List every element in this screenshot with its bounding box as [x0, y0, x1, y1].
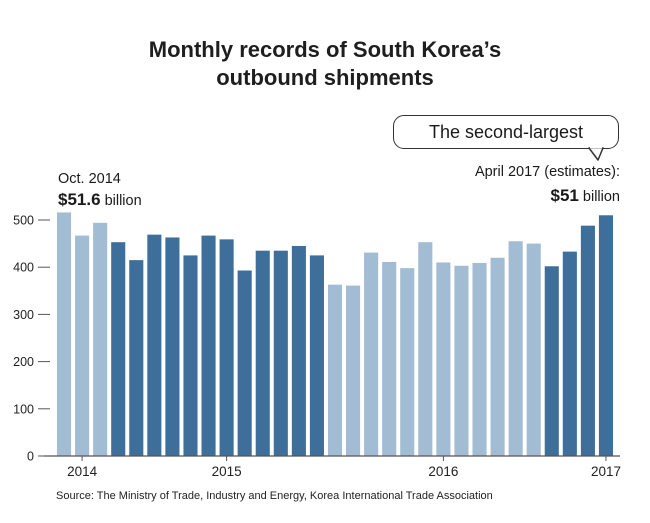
- bar: [490, 257, 505, 456]
- bar: [147, 234, 162, 456]
- bar: [56, 212, 72, 456]
- y-tick-label: 500: [13, 214, 34, 228]
- bar: [472, 262, 487, 456]
- bar: [237, 270, 252, 456]
- y-tick-label: 100: [13, 402, 34, 416]
- bar: [346, 285, 361, 456]
- bar: [562, 251, 577, 456]
- y-axis: 0 100 200 300 400 500: [13, 214, 50, 464]
- annotation-oct-2014-label: Oct. 2014: [58, 171, 121, 187]
- bar: [508, 241, 523, 456]
- x-axis: 2014 2015 2016 2017: [44, 455, 621, 479]
- y-tick-label: 400: [13, 261, 34, 275]
- bar: [111, 242, 126, 456]
- chart-title: Monthly records of South Korea’s outboun…: [0, 36, 650, 92]
- bar: [382, 262, 397, 456]
- bar: [327, 284, 343, 456]
- callout-text: The second-largest: [428, 122, 584, 142]
- source-note: Source: The Ministry of Trade, Industry …: [56, 490, 493, 502]
- bar: [165, 237, 180, 456]
- callout-second-largest: The second-largest: [393, 115, 619, 149]
- bar: [219, 239, 234, 456]
- bar: [273, 250, 288, 456]
- annotation-april-2017-label: April 2017 (estimates):: [474, 164, 620, 180]
- x-tick-label: 2016: [428, 464, 458, 479]
- x-tick-label: 2017: [591, 464, 621, 479]
- annotation-april-2017: April 2017 (estimates): $51 billion: [475, 163, 620, 206]
- annotation-oct-2014-unit: billion: [104, 193, 142, 209]
- bar: [255, 250, 270, 456]
- bar: [291, 245, 306, 456]
- annotation-oct-2014: Oct. 2014 $51.6 billion: [58, 170, 142, 210]
- bar: [580, 225, 595, 456]
- bar: [183, 255, 198, 456]
- chart-title-text: Monthly records of South Korea’s outboun…: [148, 37, 502, 90]
- y-tick-label: 0: [27, 450, 34, 464]
- annotation-oct-2014-value: $51.6: [58, 190, 101, 209]
- bar: [526, 243, 541, 456]
- y-tick-label: 200: [13, 355, 34, 369]
- x-tick-label: 2014: [67, 464, 98, 479]
- bars: [56, 212, 614, 456]
- bar: [598, 215, 614, 456]
- annotation-april-2017-value: $51: [550, 186, 579, 205]
- x-tick-label: 2015: [212, 464, 242, 479]
- annotation-april-2017-unit: billion: [582, 189, 620, 205]
- y-tick-label: 300: [13, 308, 34, 322]
- bar: [75, 235, 90, 456]
- bar: [544, 266, 559, 456]
- bar: [454, 265, 469, 456]
- bar: [436, 262, 451, 456]
- bar: [129, 260, 144, 456]
- bar: [364, 252, 379, 456]
- bar: [201, 235, 216, 456]
- bar: [400, 268, 415, 456]
- bar: [93, 222, 108, 456]
- bar: [309, 255, 324, 456]
- bar: [418, 242, 433, 456]
